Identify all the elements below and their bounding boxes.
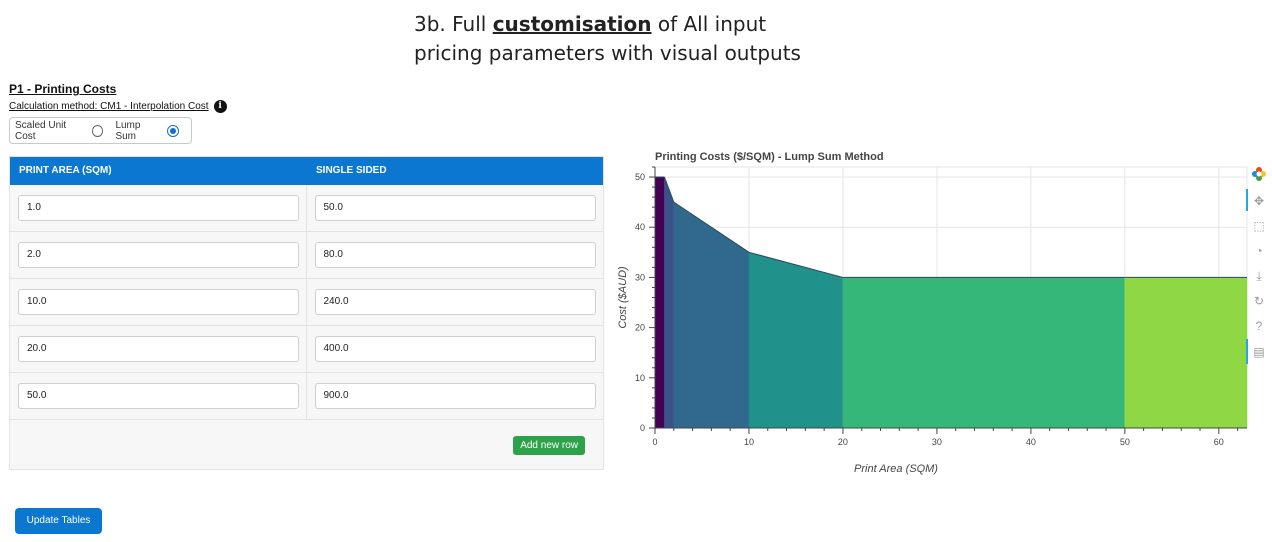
segment-top-line — [748, 251, 844, 278]
y-tick-label: 20 — [635, 323, 645, 333]
single-sided-input[interactable]: 240.0 — [314, 289, 596, 315]
pricing-mode-radio-group: Scaled Unit Cost Lump Sum — [9, 117, 192, 144]
segment-top-line — [663, 176, 675, 203]
print-area-input[interactable]: 2.0 — [18, 242, 299, 268]
radio-scaled-unit-cost[interactable] — [91, 124, 104, 137]
print-area-input[interactable]: 20.0 — [18, 336, 299, 362]
save-icon[interactable]: ⤓ — [1256, 269, 1262, 283]
slide-caption: 3b. Full customisation of All input pric… — [414, 10, 801, 68]
x-tick-label: 30 — [932, 437, 942, 447]
table-row: 2.0 80.0 — [10, 232, 603, 279]
section-title: P1 - Printing Costs — [9, 82, 117, 96]
x-axis-label: Print Area (SQM) — [854, 463, 938, 475]
table-row: 10.0 240.0 — [10, 279, 603, 326]
y-tick-label: 10 — [635, 373, 645, 383]
area-segment — [748, 252, 844, 429]
print-area-input[interactable]: 1.0 — [18, 195, 299, 221]
update-tables-button[interactable]: Update Tables — [15, 508, 102, 534]
y-tick-label: 30 — [635, 272, 645, 282]
x-tick-label: 0 — [652, 437, 657, 447]
reset-icon[interactable]: ↻ — [1253, 294, 1265, 308]
radio-lump-sum[interactable] — [167, 124, 179, 137]
x-tick-label: 50 — [1120, 437, 1130, 447]
active-tool-indicator — [1246, 189, 1248, 211]
table-row: 50.0 900.0 — [10, 373, 603, 420]
active-tool-indicator — [1246, 339, 1248, 364]
single-sided-input[interactable]: 400.0 — [314, 336, 596, 362]
wheel-zoom-icon[interactable]: ◔ — [1255, 244, 1263, 258]
print-area-input[interactable]: 50.0 — [18, 383, 299, 409]
x-tick-label: 20 — [838, 437, 848, 447]
pricing-table: PRINT AREA (SQM) SINGLE SIDED 1.0 50.0 2… — [9, 156, 604, 470]
y-axis-label: Cost ($AUD) — [617, 266, 629, 329]
table-row: 20.0 400.0 — [10, 326, 603, 373]
info-icon[interactable]: i — [213, 100, 227, 113]
chart-title: Printing Costs ($/SQM) - Lump Sum Method — [655, 151, 884, 163]
area-segment — [664, 176, 675, 429]
table-row: 1.0 50.0 — [10, 185, 603, 232]
caption-line-2: pricing parameters with visual outputs — [414, 41, 801, 65]
column-header-single-sided: SINGLE SIDED — [316, 165, 387, 176]
area-segment — [842, 277, 1126, 429]
y-tick-label: 0 — [640, 423, 645, 433]
table-header: PRINT AREA (SQM) SINGLE SIDED — [10, 157, 603, 185]
single-sided-input[interactable]: 900.0 — [314, 383, 596, 409]
radio-label-scaled-unit-cost: Scaled Unit Cost — [15, 119, 67, 142]
segment-top-line — [673, 201, 750, 253]
caption-text: 3b. Full — [414, 12, 493, 36]
print-area-input[interactable]: 10.0 — [18, 289, 299, 315]
bokeh-logo-icon[interactable] — [1249, 166, 1269, 186]
y-tick-label: 40 — [635, 222, 645, 232]
area-segment — [1124, 277, 1248, 429]
x-tick-label: 40 — [1026, 437, 1036, 447]
hover-icon[interactable]: ▤ — [1253, 345, 1265, 359]
caption-emphasis: customisation — [492, 12, 652, 36]
area-segment — [654, 176, 665, 429]
add-new-row-button[interactable]: Add new row — [513, 436, 585, 455]
column-header-print-area: PRINT AREA (SQM) — [19, 165, 112, 176]
calculation-method: Calculation method: CM1 - Interpolation … — [9, 100, 227, 113]
x-tick-label: 10 — [744, 437, 754, 447]
caption-text: of All input — [651, 12, 767, 36]
help-icon[interactable]: ? — [1255, 319, 1263, 333]
box-zoom-icon[interactable]: ⬚ — [1253, 219, 1265, 233]
calculation-method-label: Calculation method: CM1 - Interpolation … — [9, 101, 209, 112]
y-tick-label: 50 — [635, 172, 645, 182]
single-sided-input[interactable]: 80.0 — [314, 242, 596, 268]
x-tick-label: 60 — [1214, 437, 1224, 447]
caption-line-1: 3b. Full customisation of All input — [414, 10, 801, 39]
single-sided-input[interactable]: 50.0 — [314, 195, 596, 221]
pan-icon[interactable]: ✥ — [1253, 194, 1265, 208]
radio-label-lump-sum: Lump Sum — [115, 119, 141, 142]
